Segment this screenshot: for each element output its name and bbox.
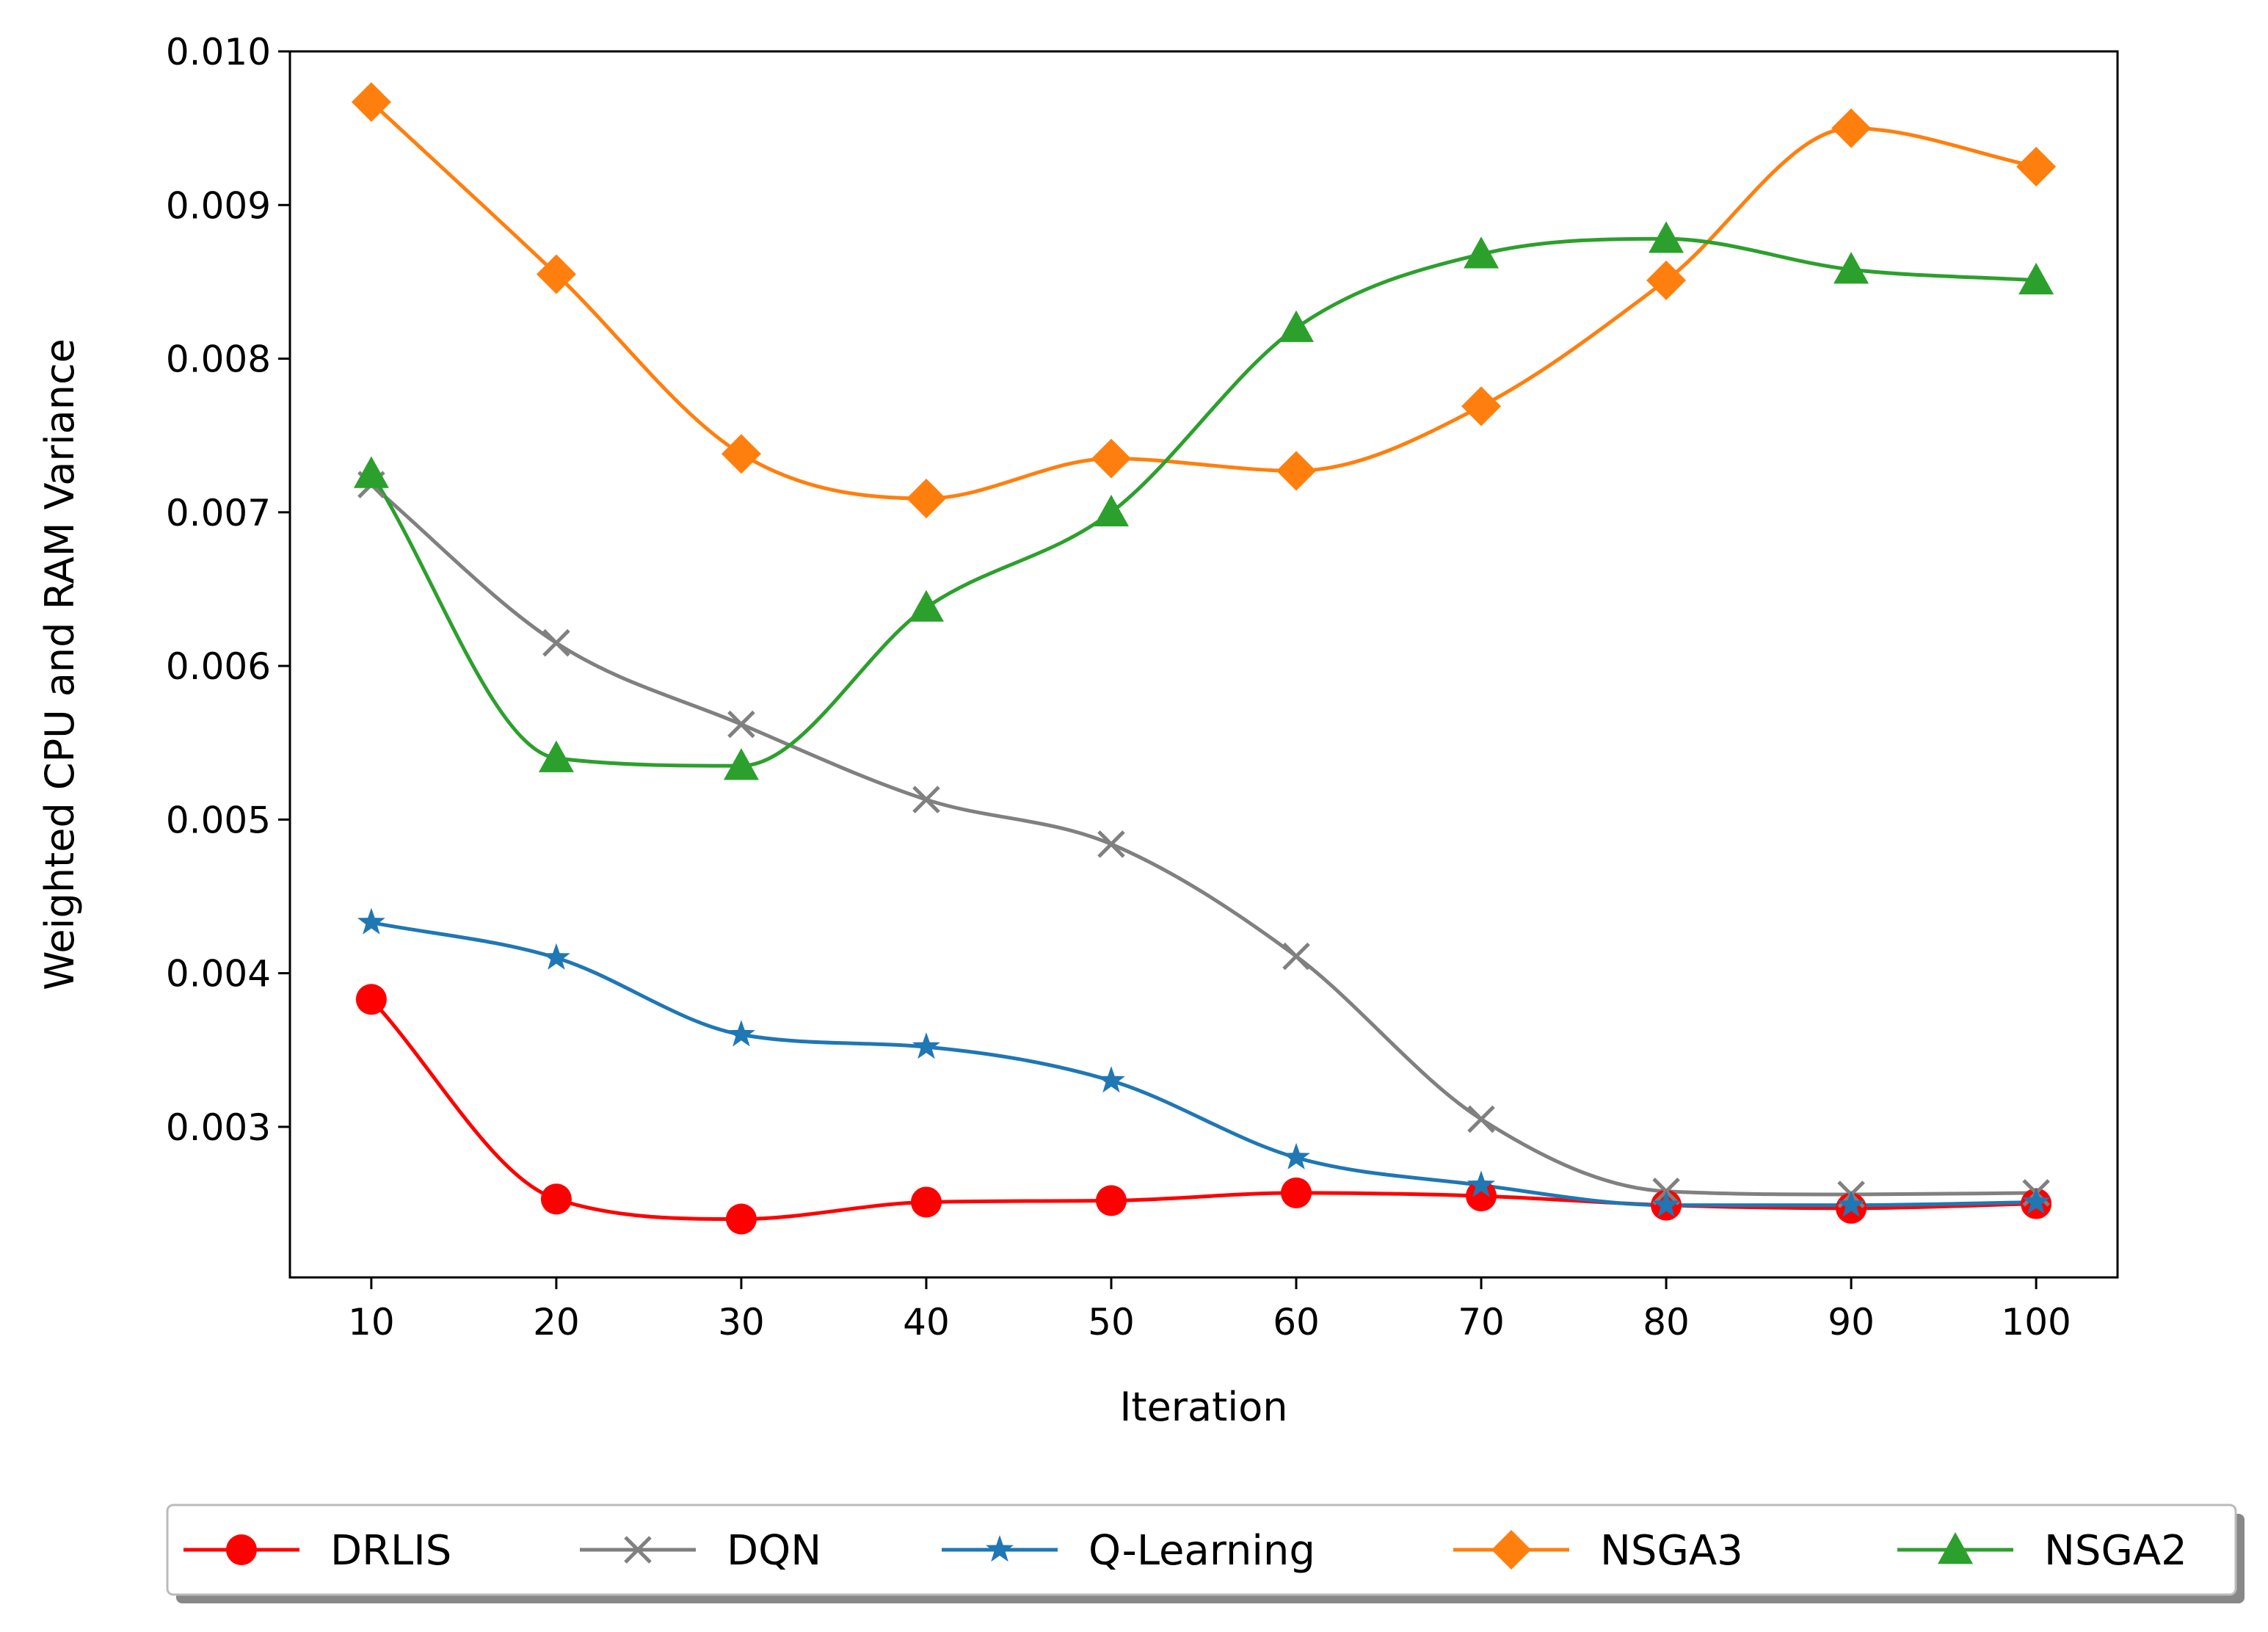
x-tick-label: 90 (1828, 1301, 1875, 1343)
series-line-q-learning (371, 921, 2037, 1208)
data-point-nsga2 (2018, 262, 2054, 295)
data-point-q-learning (1837, 1190, 1866, 1217)
data-point-nsga2 (723, 748, 759, 780)
legend-item-drlis: DRLIS (183, 1527, 451, 1575)
legend-box (166, 1504, 2237, 1596)
y-tick-label: 0.007 (166, 492, 271, 534)
x-tick-label: 100 (2001, 1301, 2071, 1343)
legend-item-nsga3: NSGA3 (1453, 1527, 1743, 1575)
x-tick-label: 30 (718, 1301, 765, 1343)
legend-swatch-marker (226, 1534, 257, 1565)
data-point-nsga2 (908, 590, 944, 622)
legend-label: NSGA3 (1600, 1527, 1743, 1575)
legend-item-dqn: DQN (580, 1527, 821, 1575)
y-tick-label: 0.006 (166, 645, 271, 688)
data-point-q-learning (2022, 1187, 2051, 1214)
data-point-drlis (355, 984, 387, 1015)
data-point-drlis (910, 1186, 942, 1218)
legend-swatch-marker (624, 1536, 652, 1564)
data-point-nsga2 (538, 740, 574, 772)
x-tick-label: 40 (903, 1301, 950, 1343)
plot-frame (288, 50, 2119, 1279)
y-tick-label: 0.009 (166, 184, 271, 227)
data-point-q-learning (912, 1032, 940, 1059)
data-point-nsga3 (1276, 451, 1317, 491)
legend-swatch-marker (1491, 1530, 1531, 1570)
data-point-q-learning (1097, 1066, 1125, 1093)
legend-swatch-marker (1938, 1532, 1973, 1564)
y-tick-label: 0.003 (166, 1106, 271, 1149)
series-line-nsga2 (369, 236, 2037, 768)
data-point-q-learning (1467, 1170, 1496, 1197)
x-tick-label: 50 (1088, 1301, 1135, 1343)
legend-label: DQN (727, 1527, 821, 1575)
data-point-dqn (1097, 830, 1125, 858)
data-point-nsga2 (1464, 236, 1500, 269)
data-point-q-learning (1652, 1190, 1681, 1217)
data-point-drlis (725, 1203, 757, 1235)
data-point-nsga3 (906, 478, 946, 518)
data-point-nsga3 (721, 434, 761, 474)
data-point-dqn (727, 710, 755, 739)
x-tick-label: 60 (1273, 1301, 1320, 1343)
x-axis-label: Iteration (1119, 1384, 1287, 1430)
series-line-dqn (370, 483, 2037, 1197)
series-lines (369, 101, 2037, 1222)
data-point-nsga3 (351, 82, 391, 123)
data-point-dqn (542, 628, 570, 657)
x-axis: 10 20 30 40 50 60 70 80 90 100 (348, 1277, 2071, 1343)
y-tick-label: 0.010 (166, 31, 271, 73)
data-point-nsga2 (1093, 494, 1129, 527)
x-tick-label: 70 (1458, 1301, 1505, 1343)
data-point-nsga2 (1279, 310, 1315, 342)
legend-label: Q-Learning (1088, 1527, 1315, 1575)
data-point-dqn (912, 786, 940, 813)
y-axis: 0.003 0.004 0.005 0.006 0.007 0.008 0.009 0.010 (166, 31, 290, 1149)
data-point-q-learning (727, 1020, 755, 1047)
data-point-q-learning (1282, 1142, 1310, 1169)
legend: DRLIS DQN Q-Learning NSGA3 NSGA2 (166, 1504, 2245, 1603)
data-point-dqn (1282, 942, 1310, 971)
data-point-drlis (1281, 1177, 1312, 1208)
data-point-nsga3 (1646, 260, 1687, 300)
data-point-nsga3 (1831, 108, 1872, 148)
data-point-drlis (1466, 1181, 1497, 1212)
legend-swatch-marker (986, 1535, 1014, 1562)
data-point-nsga3 (536, 254, 576, 294)
legend-item-nsga2: NSGA2 (1897, 1527, 2187, 1575)
data-point-nsga3 (1461, 386, 1502, 427)
data-point-q-learning (542, 943, 570, 970)
data-point-dqn (1467, 1105, 1495, 1134)
data-point-nsga3 (2016, 146, 2057, 186)
data-point-q-learning (357, 907, 385, 935)
legend-items: DRLIS DQN Q-Learning NSGA3 NSGA2 (183, 1527, 2187, 1575)
y-axis-label: Weighted CPU and RAM Variance (37, 338, 83, 990)
y-tick-label: 0.008 (166, 338, 271, 381)
data-point-nsga3 (1091, 438, 1131, 479)
legend-label: NSGA2 (2044, 1527, 2187, 1575)
series-line-drlis (370, 998, 2037, 1222)
x-tick-label: 10 (348, 1301, 395, 1343)
series-line-nsga3 (370, 101, 2037, 501)
x-tick-label: 80 (1643, 1301, 1690, 1343)
y-tick-label: 0.005 (166, 799, 271, 841)
data-point-drlis (540, 1183, 572, 1215)
series-markers (351, 82, 2057, 1235)
data-point-nsga2 (1649, 221, 1684, 253)
legend-label: DRLIS (330, 1527, 451, 1575)
y-tick-label: 0.004 (166, 953, 271, 995)
data-point-nsga2 (1833, 252, 1869, 284)
x-tick-label: 20 (533, 1301, 580, 1343)
legend-item-q-learning: Q-Learning (942, 1527, 1315, 1575)
data-point-nsga2 (353, 456, 389, 488)
data-point-drlis (1095, 1185, 1127, 1216)
